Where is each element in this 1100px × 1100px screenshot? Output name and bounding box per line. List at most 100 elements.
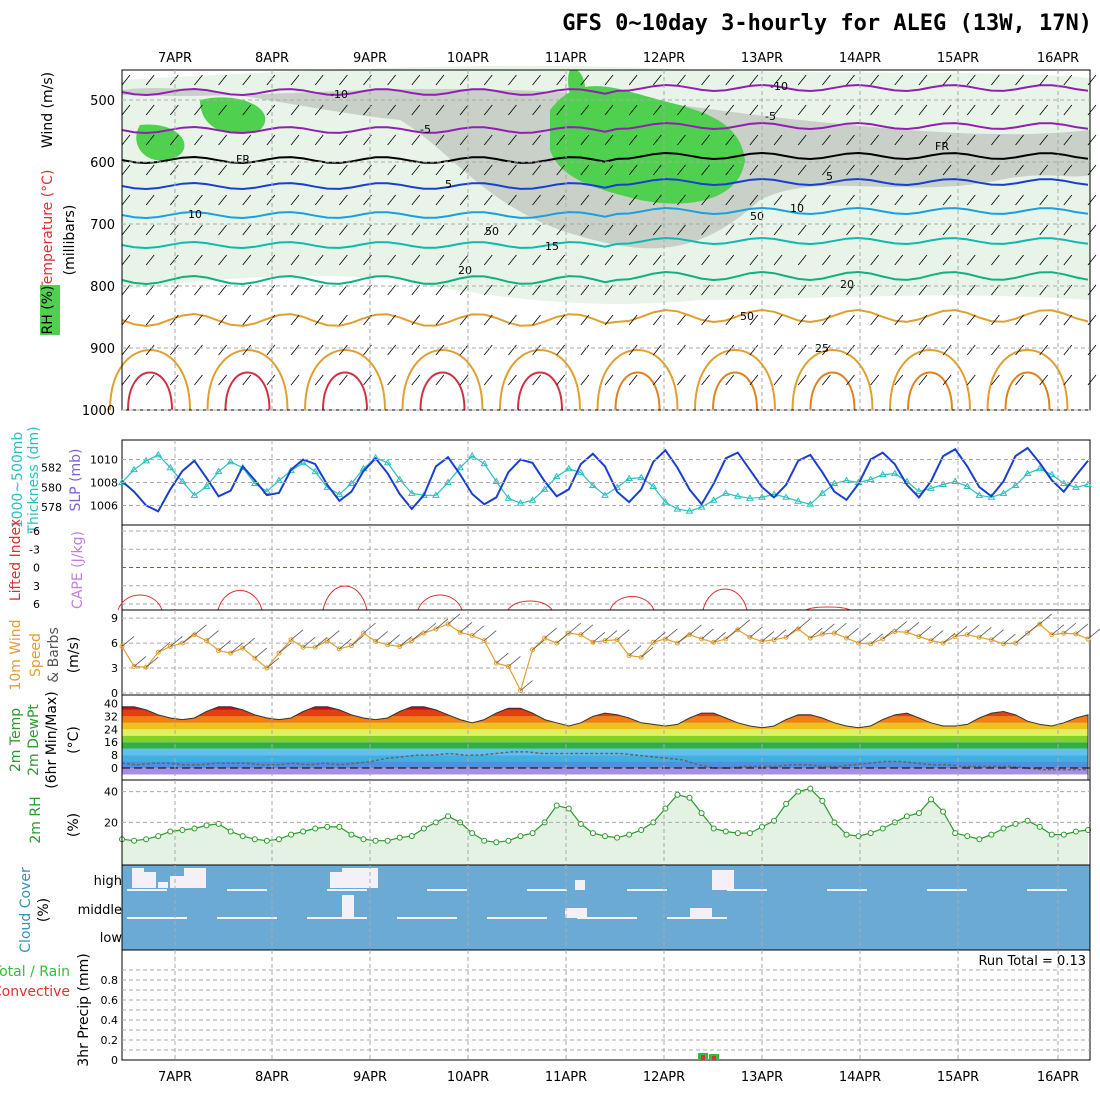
wind-barb-10m [1051,624,1065,636]
wind-ytick: 6 [111,637,118,650]
wind-barb [1039,284,1049,296]
wind-barb-10m [532,639,545,651]
wind-barb [363,284,372,296]
wind-speed-point [674,640,680,646]
wind-barb [773,284,783,296]
wind-barb [1039,104,1049,116]
wind-barb [459,104,469,116]
wind-barb [894,104,904,116]
wind-barb [194,74,203,86]
rh-point [445,813,452,820]
thickness-point [999,489,1008,496]
wind-barb [145,374,155,386]
thickness-point [287,466,295,474]
wind-barb [290,104,300,116]
thickness-point [927,484,935,491]
contour-label: 20 [458,264,472,277]
wind-barb [773,374,783,386]
wind-barb [411,344,421,356]
wind-speed-point [445,621,451,627]
wind-barb [966,374,976,386]
date-label-bottom: 16APR [1037,1070,1079,1085]
wind-barb [121,74,131,86]
wind-speed-point [542,635,548,641]
wind-barb-10m [894,621,908,632]
contour-label: FR [236,153,250,166]
wind-barb [1015,284,1024,296]
wind-barb [604,374,614,386]
wind-barb [387,74,396,86]
wind-barb [991,134,1000,146]
wind-barb-10m [483,630,497,641]
contour-label: 20 [840,278,854,291]
wind-barb-10m [266,657,280,669]
wind-barb [218,314,227,326]
wind-barb [145,314,155,326]
wind-barb [169,194,179,206]
thickness-ytick: 582 [41,462,62,475]
wind-barb [628,74,638,86]
lifted-index-line [322,585,368,611]
wind-speed-point [409,638,415,644]
wind-barb [1063,74,1073,86]
wind-barb [387,344,396,356]
wind-barb-10m [278,642,292,654]
date-label-top: 10APR [447,51,489,66]
wind-barb [725,74,735,86]
wind-barb [580,104,590,116]
wind-barb [218,194,227,206]
wind-barb [314,254,324,266]
rh-point [167,828,174,835]
rh-ytick: 20 [104,816,118,829]
wind-barb-10m [387,634,400,646]
wind-barb-10m [133,656,147,667]
wind-barb [918,134,928,146]
thickness-point [395,475,404,483]
wind-barb [822,314,831,326]
wind-speed-point [650,639,656,645]
thickness-point [383,458,392,466]
slp-ytick: 1010 [90,454,118,467]
wind-speed-point [361,630,366,636]
rh-point [408,833,415,840]
wind-barb [846,134,855,146]
thickness-point [1011,481,1020,488]
wind-barb [194,344,203,356]
wind-barb [942,374,952,386]
thickness-point [649,482,658,489]
rh-point [469,830,476,837]
wind-barb [435,344,445,356]
wind-speed-point [481,638,487,644]
wind-barb-10m [218,640,231,651]
date-label-bottom: 13APR [741,1070,783,1085]
wind-label-2: Speed [28,633,44,677]
wind-barb [677,104,686,116]
rh-point [565,805,572,812]
wind-barb [1039,344,1049,356]
lifted-index-line [805,606,851,611]
wind-barb [314,164,324,176]
temp-ytick: 8 [111,749,118,762]
upper-ytick: 600 [90,156,115,171]
rh-point [1060,831,1067,838]
wind-barb [532,284,541,296]
wind-barb [677,344,686,356]
wind-barb [387,104,396,116]
wind-barb [797,194,807,206]
wind-barb-10m [339,638,352,650]
wind-speed-point [1000,641,1006,647]
wind-barb [508,314,517,326]
wind-barb [580,254,590,266]
cape-label: CAPE (J/kg) [70,531,86,609]
wind-speed-point [988,637,994,643]
rh-point [155,833,162,840]
wind-speed-point [771,637,777,643]
wind-barb [725,314,735,326]
contour-label: 50 [485,225,499,238]
wind-barb [773,314,783,326]
wind-barb [846,194,855,206]
wind-barb [411,164,421,176]
wind-barb-10m [290,629,304,641]
date-label-top: 14APR [839,51,881,66]
wind-speed-point [493,660,499,666]
